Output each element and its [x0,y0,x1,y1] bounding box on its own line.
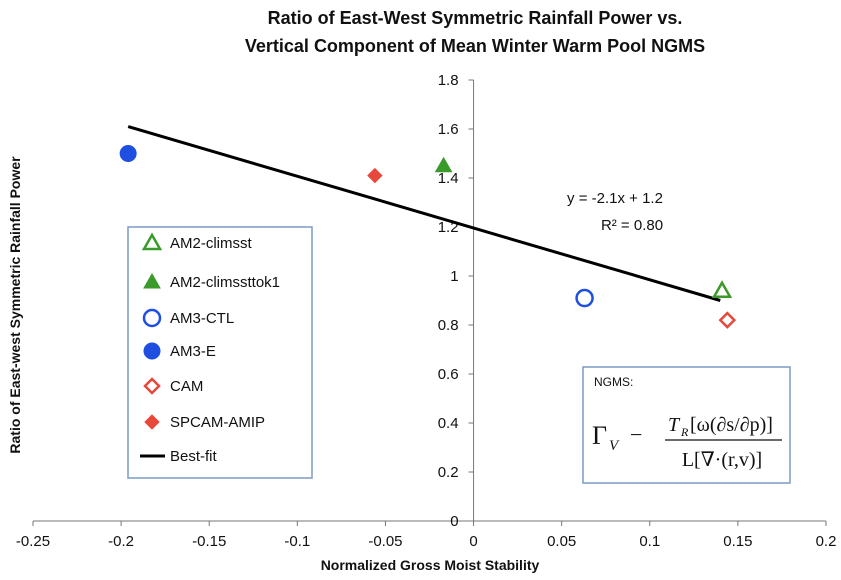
y-axis-label: Ratio of East-west Symmetric Rainfall Po… [7,156,23,454]
r-squared: R² = 0.80 [601,217,663,234]
y-tick-label: 1.6 [438,121,459,138]
formula-num: T [668,414,681,436]
legend-label: CAM [170,378,203,395]
legend-marker [143,377,161,395]
x-tick-label: 0.2 [816,533,837,550]
x-tick-label: -0.1 [284,533,310,550]
chart-title: Ratio of East-West Symmetric Rainfall Po… [268,8,683,28]
formula-den: L[∇·(r,v)] [682,449,762,471]
x-tick-label: 0.05 [547,533,576,550]
point [711,280,733,298]
best-fit-line [127,125,721,302]
x-tick-label: 0.15 [723,533,752,550]
legend-marker [143,342,161,360]
legend-label: SPCAM-AMIP [170,414,265,431]
point [367,167,383,184]
legend-marker [144,414,160,430]
formula-lhs: Γ [592,421,607,450]
legend-label: AM3-E [170,343,216,360]
x-tick-label: 0 [469,533,477,550]
formula-sign: − [630,422,642,447]
point [575,288,594,308]
formula-lhs-sub: V [609,438,620,454]
equation: y = -2.1x + 1.2 [567,190,663,207]
x-tick-label: -0.25 [16,533,50,550]
y-tick-label: 1 [450,268,458,285]
x-tick-label: 0.1 [639,533,660,550]
legend-marker [141,232,163,251]
formula-num-sub: R [680,425,689,439]
y-tick-label: 0.8 [438,317,459,334]
chart-title: Vertical Component of Mean Winter Warm P… [245,36,705,56]
y-tick-label: 1.8 [438,72,459,89]
legend-label: Best-fit [170,448,218,465]
y-tick-label: 0.6 [438,366,459,383]
legend-label: AM2-climssttok1 [170,274,280,291]
formula-title: NGMS: [594,375,633,389]
point [119,145,137,162]
point [434,156,453,173]
legend-label: AM2-climsst [170,235,252,252]
x-tick-label: -0.2 [108,533,134,550]
x-tick-label: -0.05 [368,533,402,550]
y-tick-label: 0.4 [438,415,459,432]
x-axis-label: Normalized Gross Moist Stability [321,557,540,573]
legend-marker [142,308,162,328]
legend-label: AM3-CTL [170,310,234,327]
x-tick-label: -0.15 [192,533,226,550]
legend: AM2-climsst AM2-climssttok1 AM3-CTL AM3-E CA… [140,232,280,465]
y-tick-label: 0.2 [438,464,459,481]
legend-marker [143,272,161,289]
point [718,311,737,329]
formula-box [582,366,791,484]
y-tick-label: 0 [450,513,458,530]
formula-num-rest: [ω(∂s/∂p)] [690,414,773,436]
y-tick-label: 1.4 [438,170,459,187]
